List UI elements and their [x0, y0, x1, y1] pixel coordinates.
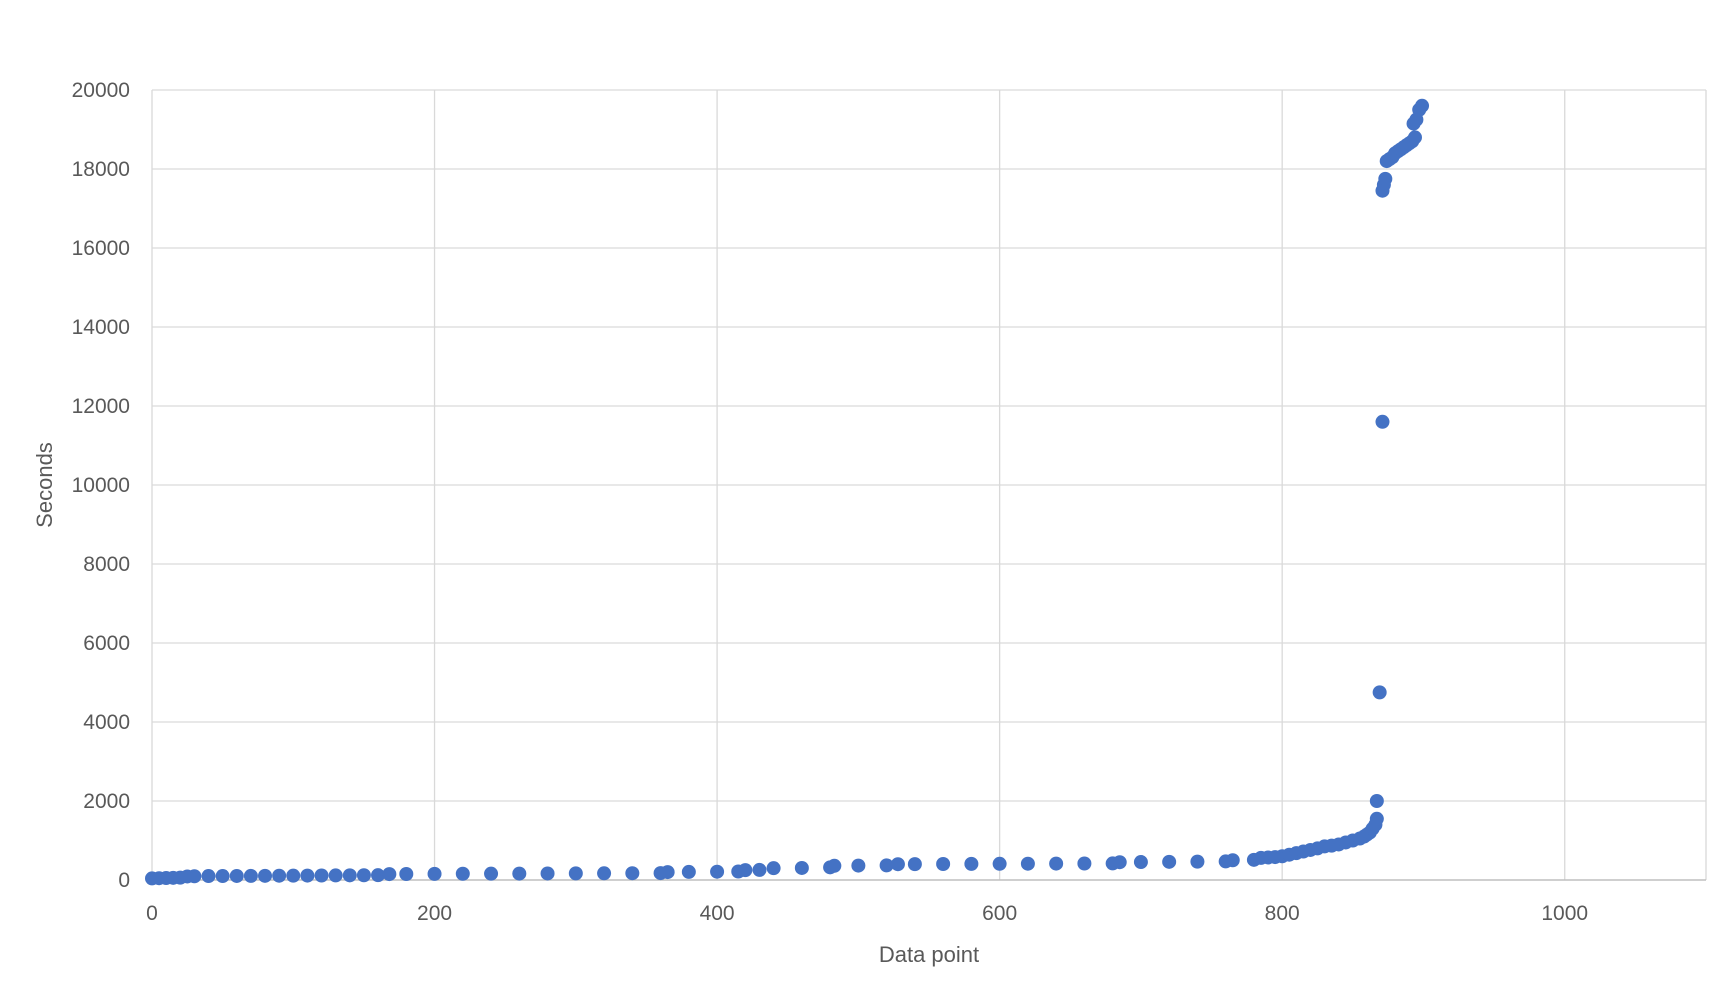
data-point [710, 864, 725, 879]
data-point [907, 857, 922, 872]
data-point [879, 858, 894, 873]
data-point [851, 858, 866, 873]
y-tick-label: 16000 [72, 237, 130, 260]
data-point [794, 860, 809, 875]
data-point [399, 866, 414, 881]
x-tick-label: 600 [982, 902, 1017, 925]
y-tick-label: 2000 [83, 790, 130, 813]
data-point [1369, 811, 1384, 826]
data-point [964, 856, 979, 871]
data-point [1375, 414, 1390, 429]
data-point [625, 866, 640, 881]
x-tick-label: 800 [1265, 902, 1300, 925]
gridlines [151, 89, 1707, 880]
y-tick-label: 8000 [83, 553, 130, 576]
data-point [1372, 685, 1387, 700]
data-point [766, 861, 781, 876]
data-point [597, 866, 612, 881]
data-point [201, 869, 216, 884]
y-tick-label: 18000 [72, 158, 130, 181]
data-point [342, 868, 357, 883]
y-tick-label: 14000 [72, 316, 130, 339]
y-tick-label: 4000 [83, 711, 130, 734]
data-point [827, 858, 842, 873]
x-tick-labels: 0 200 400 600 800 1000 [146, 902, 1588, 925]
y-tick-label: 12000 [72, 395, 130, 418]
data-point [371, 868, 386, 883]
data-point [1162, 854, 1177, 869]
data-point [1049, 856, 1064, 871]
data-point [540, 866, 555, 881]
data-point [187, 869, 202, 884]
data-point [568, 866, 583, 881]
y-axis-title: Seconds [32, 442, 57, 528]
data-point [215, 869, 230, 884]
y-tick-labels: 0 2000 4000 6000 8000 10000 12000 14000 16000 180… [72, 79, 130, 892]
data-point [936, 857, 951, 872]
y-tick-label: 6000 [83, 632, 130, 655]
data-point [286, 868, 301, 883]
data-point [356, 868, 371, 883]
data-point [1077, 856, 1092, 871]
data-point [229, 868, 244, 883]
data-point [1415, 98, 1430, 113]
y-tick-label: 10000 [72, 474, 130, 497]
data-point [1020, 856, 1035, 871]
data-points [145, 98, 1430, 886]
data-point [427, 866, 442, 881]
data-point [890, 857, 905, 872]
data-point [243, 868, 258, 883]
data-point [258, 868, 273, 883]
data-point [300, 868, 315, 883]
y-tick-label: 0 [118, 869, 130, 892]
data-point [1407, 130, 1422, 145]
data-point [382, 867, 397, 882]
x-tick-label: 0 [146, 902, 158, 925]
x-tick-label: 1000 [1541, 902, 1588, 925]
data-point [752, 862, 767, 877]
data-point [328, 868, 343, 883]
data-point [660, 865, 675, 880]
data-point [1190, 854, 1205, 869]
x-axis-title: Data point [879, 942, 979, 967]
data-point [1112, 855, 1127, 870]
data-point [1133, 855, 1148, 870]
data-point [992, 856, 1007, 871]
x-tick-label: 400 [700, 902, 735, 925]
data-point [1225, 853, 1240, 868]
data-point [272, 868, 287, 883]
data-point [1369, 794, 1384, 808]
x-tick-label: 200 [417, 902, 452, 925]
data-point [1378, 171, 1393, 186]
data-point [484, 866, 499, 881]
data-point [512, 866, 527, 881]
data-point [681, 864, 696, 879]
data-point [738, 863, 753, 878]
y-tick-label: 20000 [72, 79, 130, 102]
data-point [455, 866, 470, 881]
data-point [314, 868, 329, 883]
